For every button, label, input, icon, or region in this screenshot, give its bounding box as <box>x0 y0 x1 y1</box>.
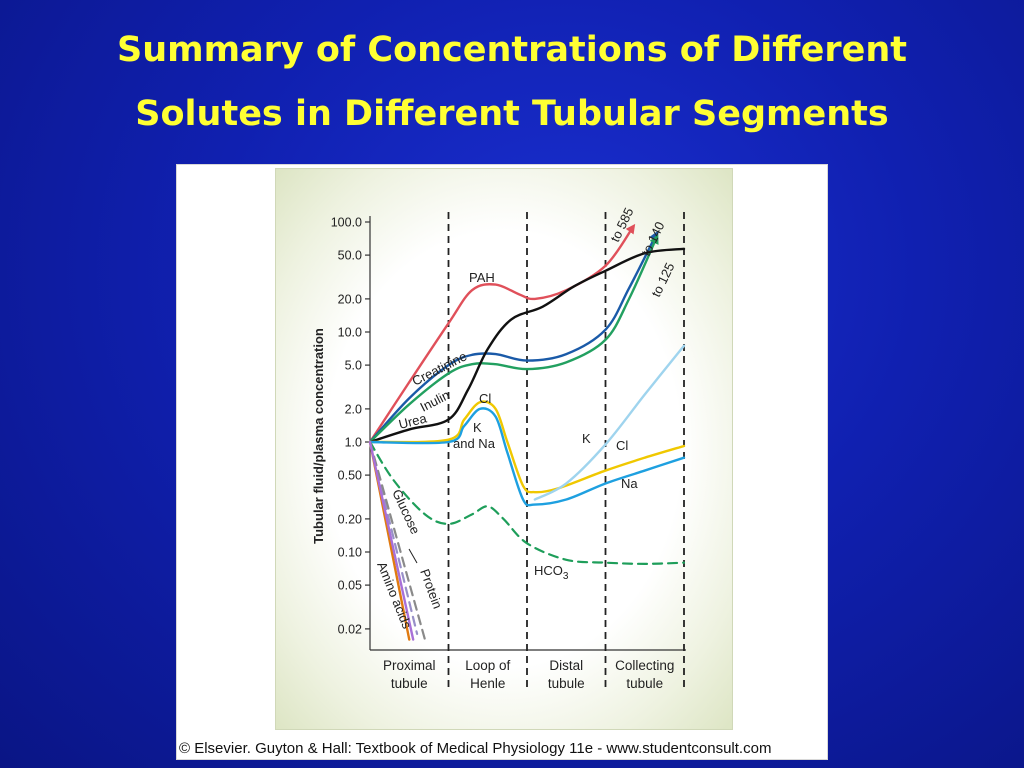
label-to-585: to 585 <box>607 205 636 244</box>
concentration-chart: 100.0 50.0 20.0 10.0 5.0 2.0 1.0 0.50 0.20 0.10 0.… <box>311 205 686 691</box>
segment-label: Collecting <box>615 658 674 673</box>
label-k-loop: K <box>473 420 482 435</box>
series-line-k <box>533 344 686 501</box>
copyright-notice: © Elsevier. Guyton & Hall: Textbook of M… <box>179 740 772 757</box>
label-hco3: HCO3 <box>534 563 569 582</box>
slide-title: Summary of Concentrations of Different S… <box>0 18 1024 146</box>
segment-label: tubule <box>548 676 585 691</box>
y-tick-label: 5.0 <box>345 359 362 373</box>
y-tick-label: 2.0 <box>345 402 362 416</box>
title-line-2: Solutes in Different Tubular Segments <box>135 94 889 134</box>
segment-label: tubule <box>626 676 663 691</box>
title-line-1: Summary of Concentrations of Different <box>116 30 907 70</box>
label-and-na: and Na <box>453 436 496 451</box>
segment-label: Distal <box>549 658 583 673</box>
y-tick-label: 10.0 <box>338 326 362 340</box>
y-axis-label: Tubular fluid/plasma concentration <box>311 328 326 544</box>
label-cl-loop: Cl <box>479 391 491 406</box>
label-protein: Protein <box>417 567 445 611</box>
y-tick-label: 1.0 <box>345 436 362 450</box>
label-k-distal: K <box>582 431 591 446</box>
label-hco3-subscript: 3 <box>563 571 569 582</box>
y-tick-label: 0.20 <box>338 512 362 526</box>
label-to-140: to 140 <box>638 219 667 258</box>
series-line-creatinine <box>368 230 659 444</box>
series-line-cl <box>368 400 686 494</box>
axis-layer: 100.0 50.0 20.0 10.0 5.0 2.0 1.0 0.50 0.20 0.10 0.… <box>311 212 686 691</box>
series-line-inulin <box>368 234 659 444</box>
series-line-pah <box>368 223 636 444</box>
y-tick-label: 0.05 <box>338 579 362 593</box>
y-tick-label: 0.02 <box>338 622 362 636</box>
series-line-urea <box>368 247 686 444</box>
y-tick-label: 100.0 <box>331 216 362 230</box>
figure-frame: 100.0 50.0 20.0 10.0 5.0 2.0 1.0 0.50 0.20 0.10 0.… <box>176 164 828 760</box>
label-urea: Urea <box>397 410 429 432</box>
label-pah: PAH <box>469 270 495 285</box>
segment-label: tubule <box>391 676 428 691</box>
label-pointer <box>408 548 418 564</box>
series-line-k-and-na <box>368 407 686 507</box>
y-tick-label: 0.50 <box>338 469 362 483</box>
series-line-protein <box>368 440 427 641</box>
y-tick-label: 20.0 <box>338 292 362 306</box>
segment-label: Henle <box>470 676 505 691</box>
series-layer <box>368 223 686 641</box>
segment-label: Loop of <box>465 658 510 673</box>
y-tick-label: 0.10 <box>338 546 362 560</box>
label-cl-distal: Cl <box>616 438 628 453</box>
segment-label: Proximal <box>383 658 436 673</box>
series-line-amino-acids <box>368 440 415 641</box>
figure-panel <box>275 168 733 730</box>
label-to-125: to 125 <box>648 260 677 299</box>
y-tick-label: 50.0 <box>338 249 362 263</box>
series-line-hco3 <box>368 440 686 565</box>
label-na-distal: Na <box>621 476 638 491</box>
